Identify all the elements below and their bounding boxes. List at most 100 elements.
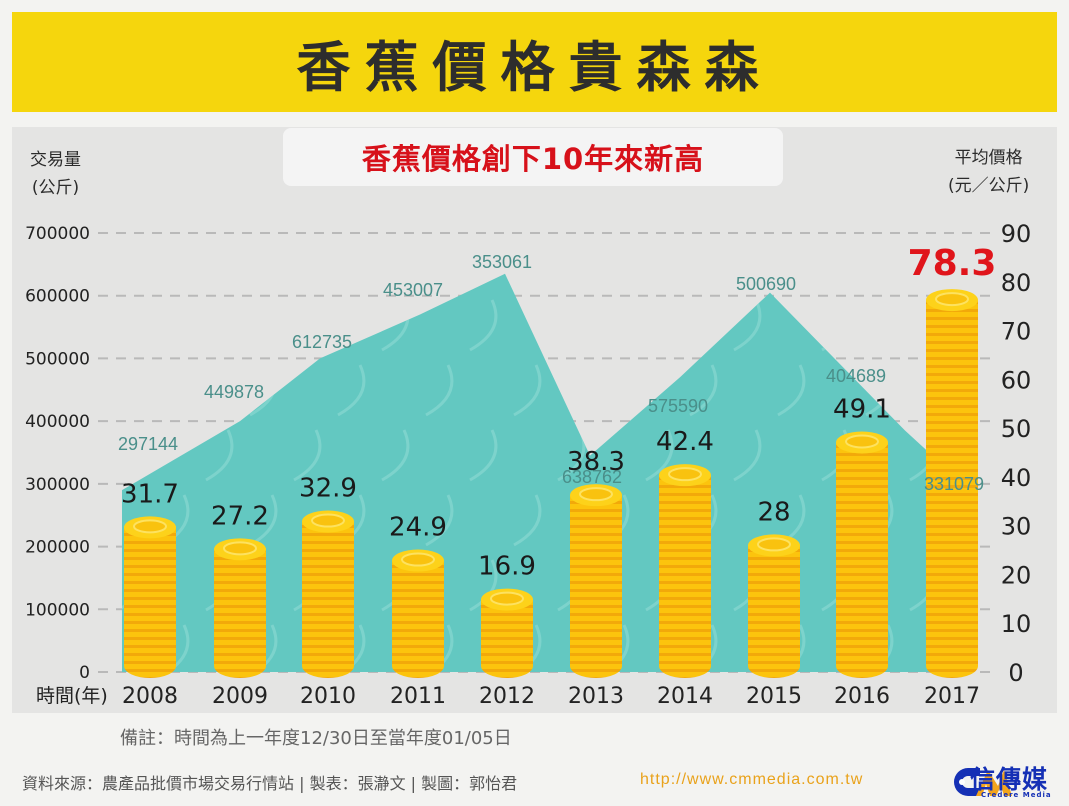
left-tick-label: 300000 [25,475,90,495]
coin-top-inner [133,519,167,534]
price-data-label: 16.9 [478,552,536,582]
price-bar [481,588,533,678]
logo-text: 信傳媒 [970,765,1049,794]
price-bar [926,289,978,678]
left-tick-label: 200000 [25,538,90,558]
price-data-label: 27.2 [211,501,269,531]
logo-subtext: Credere Media [981,791,1052,799]
coin-top-inner [757,537,791,552]
volume-data-label: 297144 [118,434,178,454]
price-bar-body [659,465,711,678]
x-tick-label: 2013 [568,684,624,709]
left-tick-label: 700000 [25,224,90,244]
volume-data-label: 404689 [826,366,886,386]
price-data-label: 38.3 [567,447,625,477]
right-tick-label: 90 [1001,220,1032,248]
left-tick-label: 400000 [25,412,90,432]
price-bar-body [302,511,354,678]
banana-pattern-icon [777,364,806,417]
left-tick-label: 0 [79,663,90,683]
cm-logo-icon [954,768,1012,796]
price-data-label: 78.3 [908,243,997,284]
price-data-label: 24.9 [389,513,447,543]
coin-top-inner [490,591,524,606]
coin-top-inner [579,487,613,502]
left-tick-label: 600000 [25,287,90,307]
x-tick-label: 2012 [479,684,535,709]
banana-pattern-icon [293,429,322,482]
x-tick-label: 2015 [746,684,802,709]
right-tick-label: 20 [1001,561,1032,589]
left-tick-label: 500000 [25,349,90,369]
banana-pattern-icon [645,429,674,482]
price-data-label: 31.7 [121,479,179,509]
banana-pattern-icon [205,429,234,482]
right-tick-label: 30 [1001,513,1032,541]
footer-url-link[interactable]: http://www.cmmedia.com.tw [640,771,864,788]
price-bar-body [481,589,533,678]
price-bar [659,464,711,678]
banana-pattern-icon [337,364,366,417]
banana-pattern-icon [425,364,454,417]
price-bar [748,534,800,678]
price-bar [124,516,176,678]
right-tick-label: 80 [1001,269,1032,297]
coin-top-inner [223,541,257,556]
volume-data-label: 575590 [648,396,708,416]
x-tick-label: 2016 [834,684,890,709]
x-tick-label: 2009 [212,684,268,709]
right-axis-title: 平均價格 (元／公斤) [948,144,1029,200]
volume-data-label: 638762 [562,467,622,487]
price-bar-body [124,517,176,678]
price-data-label: 42.4 [656,427,714,457]
banana-pattern-icon [122,299,146,352]
price-data-label: 32.9 [299,474,357,504]
right-tick-label: 60 [1001,366,1032,394]
right-axis-title-line2: (元／公斤) [948,176,1030,196]
price-bar [836,431,888,678]
right-tick-label: 50 [1001,415,1032,443]
chart-subtitle: 香蕉價格創下10年來新高 [361,142,705,176]
page-title: 香蕉價格貴森森 [296,35,773,99]
x-tick-label: 2017 [924,684,980,709]
x-tick-label: 2008 [122,684,178,709]
footer-source: 資料來源：農產品批價市場交易行情站 | 製表：張瀞文 | 製圖：郭怡君 [22,774,518,793]
coin-top-inner [668,467,702,482]
volume-data-label: 612735 [292,332,352,352]
banana-pattern-icon [733,429,762,482]
banana-pattern-icon [469,429,498,482]
banana-pattern-icon [821,299,850,352]
price-bar-body [836,432,888,678]
chart-note: 備註：時間為上一年度12/30日至當年度01/05日 [120,728,512,749]
right-tick-label: 0 [1008,659,1023,687]
banana-pattern-icon [689,364,718,417]
price-data-label: 49.1 [833,395,891,425]
subtitle-box: 香蕉價格創下10年來新高 [283,128,783,186]
x-tick-label: 2011 [390,684,446,709]
left-axis-title-line2: (公斤) [31,178,80,198]
title-banner: 香蕉價格貴森森 [12,12,1057,112]
volume-data-label: 453007 [383,280,443,300]
price-bar-body [392,550,444,678]
price-bar-body [214,539,266,678]
right-tick-label: 10 [1001,610,1032,638]
banana-pattern-icon [733,299,762,352]
coin-top-inner [845,434,879,449]
coin-top-inner [311,513,345,528]
right-tick-label: 40 [1001,464,1032,492]
left-tick-label: 100000 [25,600,90,620]
price-bar [570,484,622,678]
price-bar [214,538,266,678]
banana-pattern-icon [469,559,498,612]
price-bar-body [570,485,622,678]
price-bar-body [748,535,800,678]
banana-pattern-icon [425,494,454,547]
banana-pattern-icon [469,299,498,352]
banana-pattern-icon [557,299,586,352]
banana-pattern-icon [601,364,630,417]
right-axis-title-line1: 平均價格 [954,148,1023,168]
volume-data-label: 331079 [924,474,984,494]
volume-data-label: 500690 [736,274,796,294]
banana-pattern-icon [381,429,410,482]
